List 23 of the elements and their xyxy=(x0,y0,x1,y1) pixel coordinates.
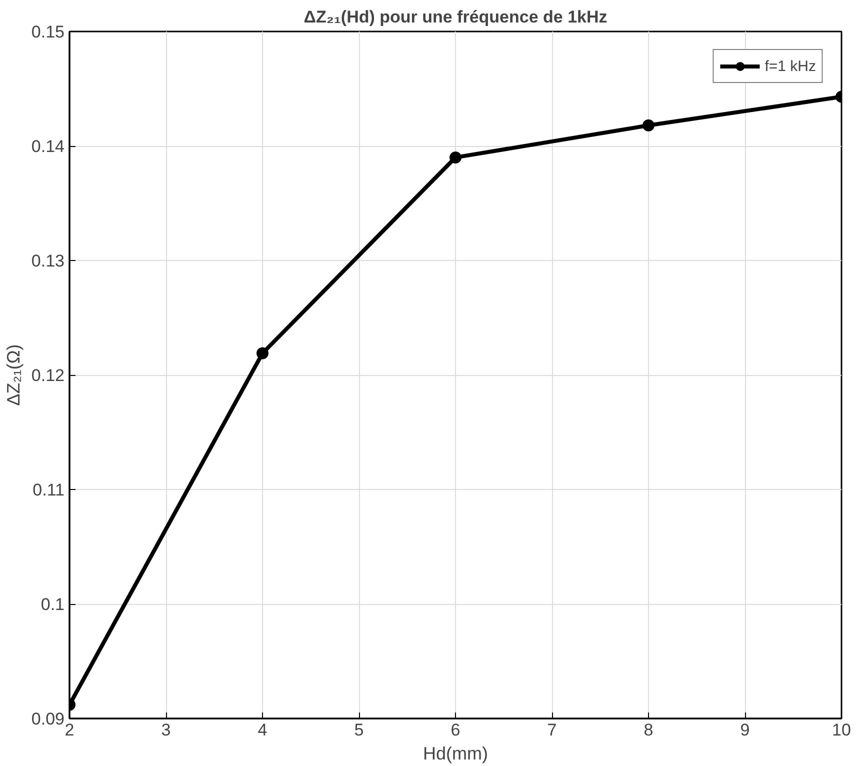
x-tick-label: 7 xyxy=(547,720,557,740)
x-tick-label: 9 xyxy=(740,720,750,740)
y-tick-label: 0.13 xyxy=(31,252,65,270)
point xyxy=(256,347,268,360)
x-tick-label: 8 xyxy=(644,720,654,740)
x-tick-label: 6 xyxy=(450,720,460,740)
y-tick-label: 0.1 xyxy=(40,595,65,614)
legend-label: f=1 kHz xyxy=(764,58,816,74)
y-tick-label: 0.11 xyxy=(32,480,65,500)
y-tick-label: 0.15 xyxy=(31,22,65,42)
x-tick-label: 10 xyxy=(832,720,851,740)
x-tick-label: 4 xyxy=(258,720,268,740)
y-tick-label: 0.09 xyxy=(31,710,65,728)
y-axis-title: ΔZ₂₁(Ω) xyxy=(3,344,24,406)
y-tick-label: 0.14 xyxy=(31,137,65,156)
point xyxy=(642,119,654,132)
y-tick-label: 0.12 xyxy=(31,366,65,385)
x-tick-label: 5 xyxy=(354,720,364,740)
x-tick-label: 2 xyxy=(64,720,74,740)
x-axis-title: Hd(mm) xyxy=(423,744,488,764)
point xyxy=(450,151,462,164)
x-tick-label: 3 xyxy=(161,720,171,740)
chart-title: ΔZ₂₁(Hd) pour une fréquence de 1kHz xyxy=(304,8,608,26)
